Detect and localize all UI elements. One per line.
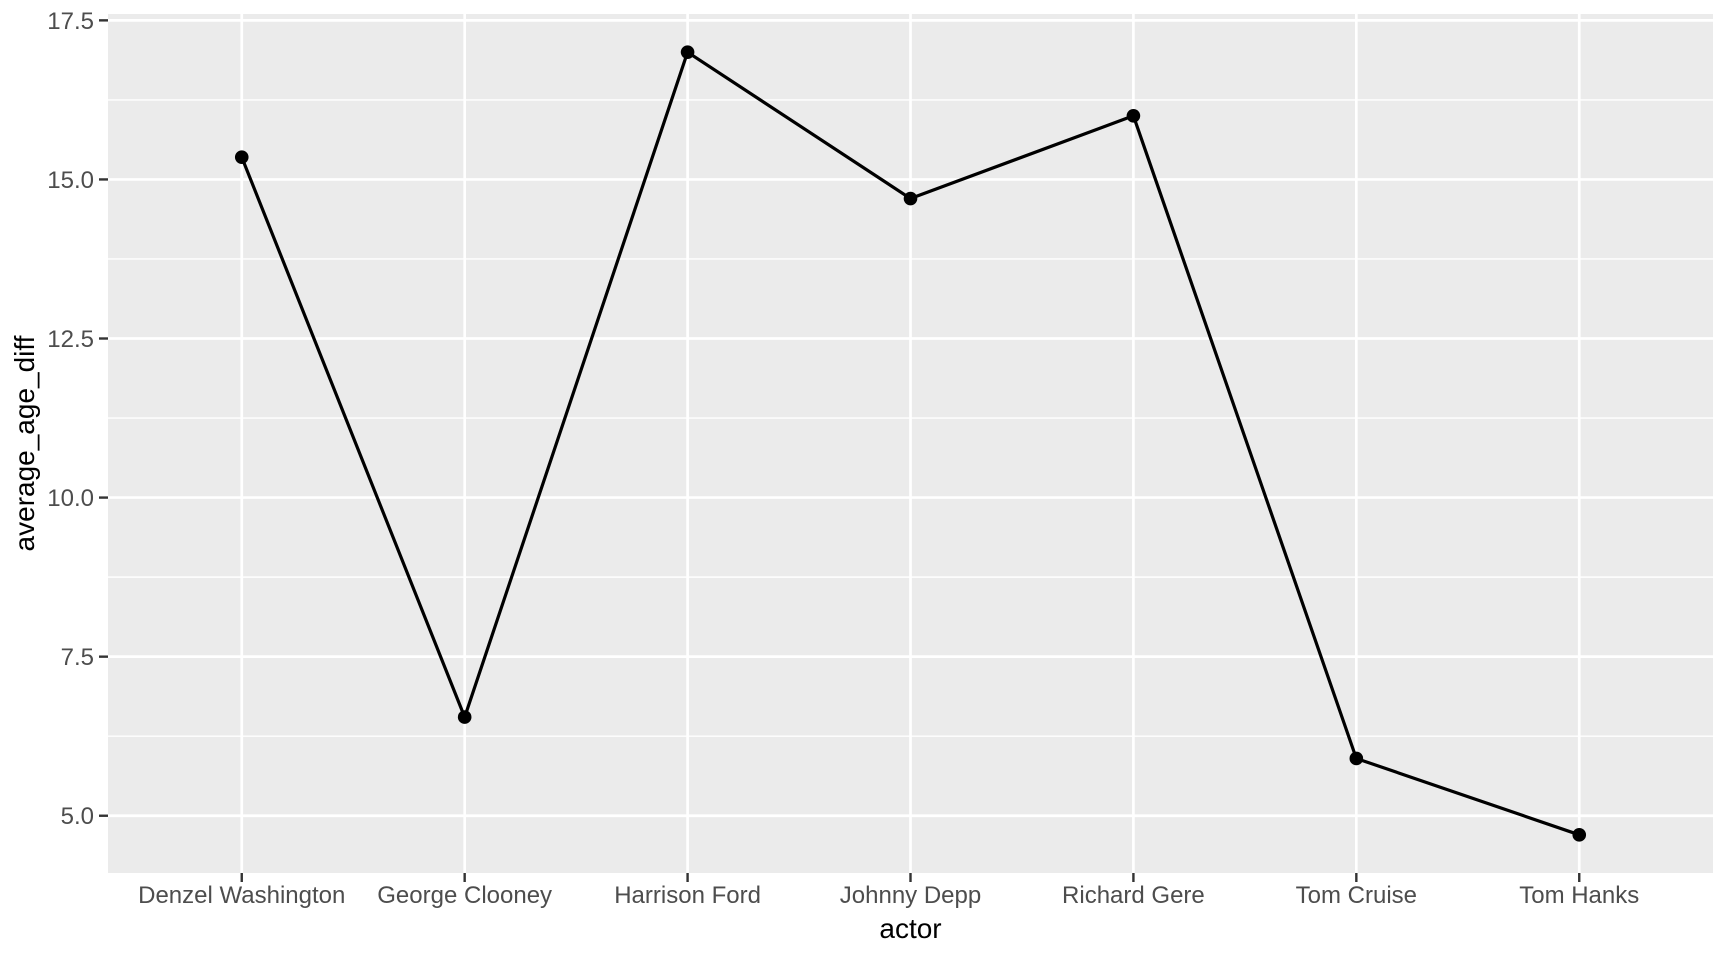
x-tick-label: Richard Gere	[1062, 882, 1205, 909]
data-point-harrison-ford	[680, 45, 695, 59]
x-tick-label: Johnny Depp	[840, 882, 981, 909]
x-tick-label: Tom Hanks	[1519, 882, 1639, 909]
data-point-johnny-depp	[903, 191, 918, 206]
y-tick-label: 12.5	[47, 326, 94, 353]
x-axis-title: actor	[879, 913, 941, 944]
data-point-george-clooney	[457, 710, 472, 724]
y-tick-label: 10.0	[47, 485, 94, 512]
y-tick-label: 7.5	[61, 644, 94, 671]
y-tick-label: 15.0	[47, 167, 94, 194]
data-point-denzel-washington	[234, 150, 249, 164]
data-point-tom-cruise	[1349, 751, 1364, 766]
x-tick-label: Harrison Ford	[614, 882, 761, 909]
x-tick-label: Denzel Washington	[138, 882, 345, 909]
data-point-richard-gere	[1126, 109, 1141, 123]
y-tick-label: 5.0	[61, 803, 94, 830]
axes: 5.0 7.5 10.0 12.5 15.0 17.5 Denzel Washington G…	[47, 8, 1639, 909]
gridlines	[108, 14, 1713, 873]
x-tick-label: Tom Cruise	[1296, 882, 1417, 909]
y-axis-title: average_age_diff	[9, 335, 40, 551]
data-point-tom-hanks	[1572, 828, 1587, 842]
y-tick-label: 17.5	[47, 8, 94, 35]
x-tick-label: George Clooney	[377, 882, 552, 909]
data-series	[234, 45, 1587, 842]
